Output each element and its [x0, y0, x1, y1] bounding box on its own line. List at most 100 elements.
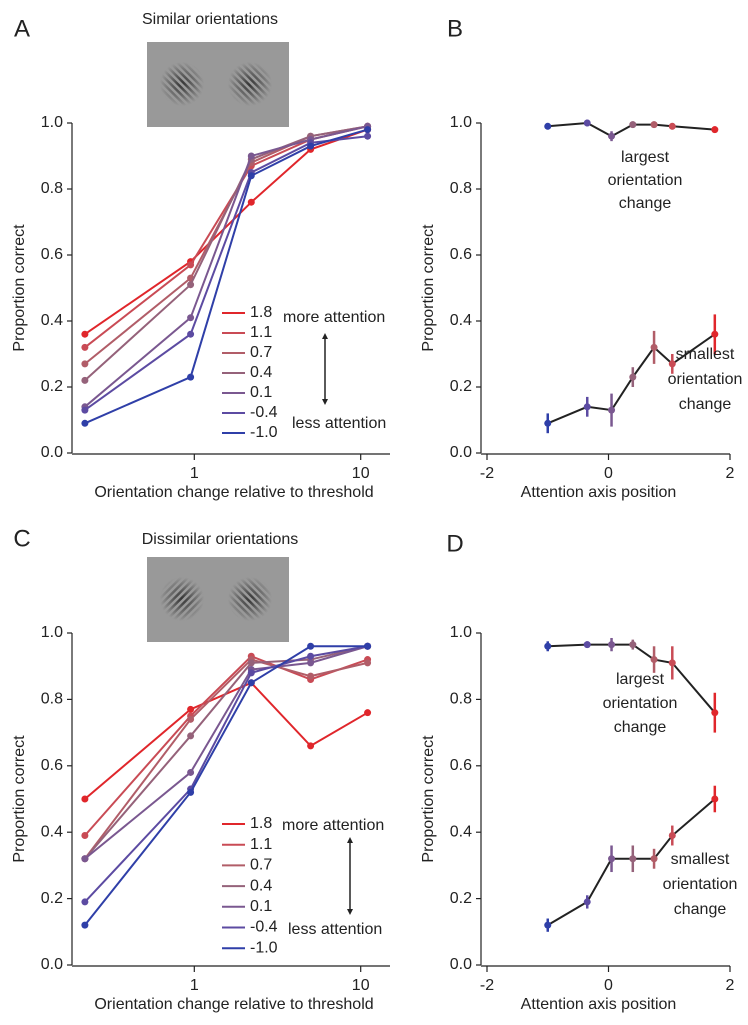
legend-label: 0.1: [250, 898, 272, 915]
data-point: [187, 314, 195, 322]
data-point: [187, 788, 195, 796]
y-tick-label: 0.2: [41, 378, 63, 395]
stimulus-inset: [147, 557, 289, 642]
data-point: [544, 642, 552, 650]
data-point: [187, 281, 195, 289]
y-tick-label: 0.8: [41, 180, 63, 197]
data-point: [247, 172, 255, 180]
data-point: [629, 121, 637, 129]
legend-annotation: less attention: [292, 415, 386, 432]
data-point: [307, 659, 315, 667]
y-tick-label: 0.0: [41, 444, 63, 461]
data-point: [187, 715, 195, 723]
y-tick-label: 1.0: [450, 114, 472, 131]
data-point: [81, 855, 89, 863]
series-annotation: change: [674, 901, 727, 918]
y-tick-label: 1.0: [450, 624, 472, 641]
series-annotation: orientation: [608, 172, 683, 189]
data-point: [544, 921, 552, 929]
y-axis-label: Proportion correct: [11, 735, 28, 863]
series-line: [84, 125, 368, 365]
legend-annotation: less attention: [288, 921, 382, 938]
y-tick-label: 0.8: [450, 691, 472, 708]
data-point: [650, 343, 658, 351]
data-point: [608, 132, 616, 140]
series-line: [84, 645, 368, 926]
panel-label: D: [446, 530, 463, 557]
legend-annotation: more attention: [282, 817, 384, 834]
data-point: [364, 642, 372, 650]
data-point: [668, 659, 676, 667]
data-point: [583, 403, 591, 411]
x-tick-label: -2: [480, 977, 494, 994]
x-tick-label: -2: [480, 465, 494, 482]
y-tick-label: 0.0: [450, 444, 472, 461]
data-point: [711, 126, 719, 134]
stimulus-inset: [147, 42, 289, 127]
data-point: [650, 121, 658, 129]
x-axis-label: Attention axis position: [521, 996, 677, 1013]
y-axis-label: Proportion correct: [420, 224, 437, 352]
panel-label: C: [13, 525, 30, 552]
data-point: [629, 373, 637, 381]
data-point: [247, 679, 255, 687]
x-tick-label: 0: [604, 465, 613, 482]
data-point: [711, 330, 719, 338]
y-tick-label: 0.2: [450, 890, 472, 907]
data-point: [364, 659, 372, 667]
legend-annotation: more attention: [283, 309, 385, 326]
y-tick-label: 0.8: [41, 691, 63, 708]
legend-label: 0.4: [250, 877, 272, 894]
data-point: [247, 198, 255, 206]
data-point: [81, 832, 89, 840]
legend-label: -1.0: [250, 424, 278, 441]
y-tick-label: 0.6: [450, 246, 472, 263]
data-point: [544, 122, 552, 130]
series-annotation: largest: [616, 671, 665, 688]
data-point: [668, 360, 676, 368]
y-axis-label: Proportion correct: [420, 735, 437, 863]
y-tick-label: 0.2: [450, 378, 472, 395]
data-point: [81, 921, 89, 929]
data-point: [307, 142, 315, 150]
series-annotation: orientation: [603, 695, 678, 712]
series-annotation: smallest: [676, 346, 735, 363]
data-point: [81, 406, 89, 414]
legend-label: 0.7: [250, 344, 272, 361]
data-point: [307, 652, 315, 660]
data-point: [187, 768, 195, 776]
data-point: [650, 656, 658, 664]
x-axis-label: Orientation change relative to threshold: [94, 996, 373, 1013]
data-point: [364, 132, 372, 140]
data-point: [583, 898, 591, 906]
legend-label: 0.1: [250, 384, 272, 401]
data-point: [247, 152, 255, 160]
data-point: [668, 122, 676, 130]
data-point: [608, 406, 616, 414]
data-point: [544, 419, 552, 427]
y-tick-label: 1.0: [41, 114, 63, 131]
data-point: [583, 641, 591, 649]
y-tick-label: 0.4: [41, 312, 63, 329]
series-annotation: change: [614, 719, 667, 736]
y-tick-label: 0.4: [450, 312, 472, 329]
data-point: [81, 795, 89, 803]
x-tick-label: 1: [190, 465, 199, 482]
series-annotation: change: [679, 396, 732, 413]
data-point: [307, 742, 315, 750]
panel-label: B: [447, 15, 463, 42]
data-point: [81, 898, 89, 906]
data-point: [307, 642, 315, 650]
y-tick-label: 0.0: [450, 956, 472, 973]
legend-label: 0.4: [250, 364, 272, 381]
data-point: [187, 732, 195, 740]
series-annotation: change: [619, 195, 672, 212]
data-point: [81, 376, 89, 384]
x-axis-label: Attention axis position: [521, 484, 677, 501]
legend-label: 1.8: [250, 815, 272, 832]
data-point: [711, 709, 719, 717]
x-tick-label: 10: [352, 977, 370, 994]
legend-label: -0.4: [250, 404, 278, 421]
x-tick-label: 0: [604, 977, 613, 994]
